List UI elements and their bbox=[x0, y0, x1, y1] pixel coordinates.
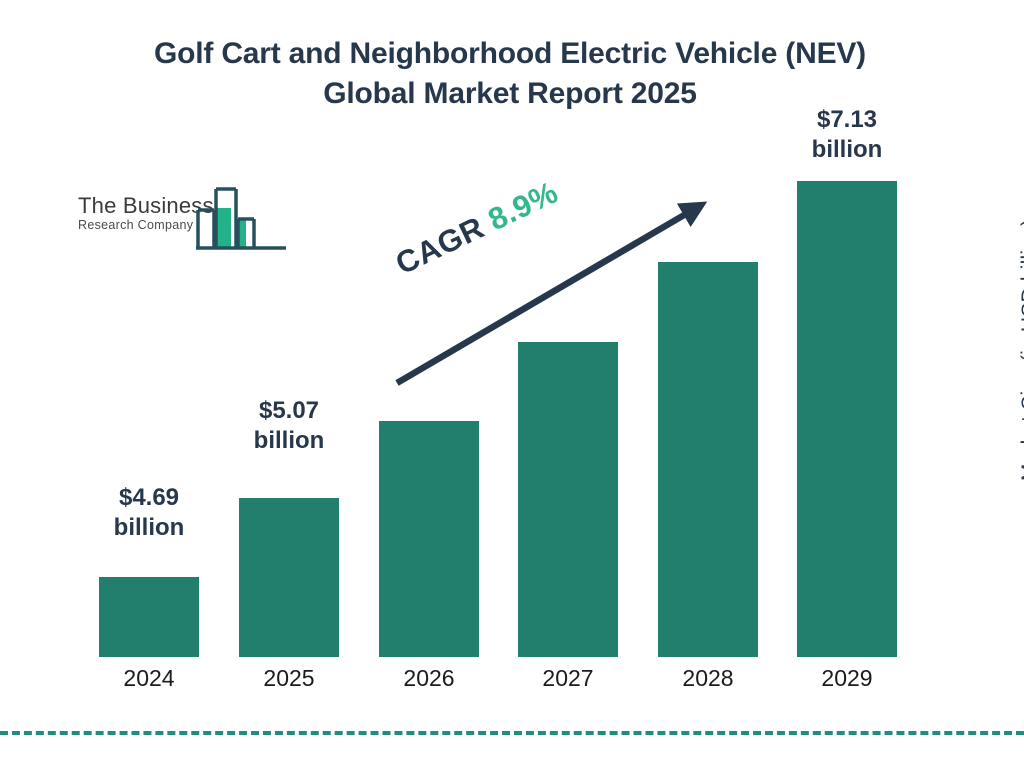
bar-value-amount-2025: $5.07 bbox=[258, 397, 320, 424]
company-logo-line-2: Research Company bbox=[78, 218, 194, 233]
x-axis-tick-2029: 2029 bbox=[821, 665, 873, 691]
bar-2026 bbox=[379, 421, 479, 657]
x-axis-tick-2025: 2025 bbox=[263, 665, 315, 691]
bar-value-label-2029: $7.13 billion bbox=[767, 105, 927, 165]
x-axis-tick-2028: 2028 bbox=[682, 665, 734, 691]
x-axis-tick-2026: 2026 bbox=[403, 665, 455, 691]
bar-value-unit-2025: billion bbox=[253, 427, 325, 454]
bar-2029 bbox=[797, 181, 897, 657]
company-logo-text: The Business Research Company bbox=[78, 194, 218, 233]
page-title-line-1: Golf Cart and Neighborhood Electric Vehi… bbox=[154, 37, 866, 70]
company-logo: The Business Research Company bbox=[78, 186, 288, 256]
page-title-line-2: Global Market Report 2025 bbox=[323, 76, 697, 110]
y-axis-title: Market Size (in USD billion) bbox=[1018, 218, 1024, 482]
logo-bar-chart-icon bbox=[196, 187, 286, 250]
bar-2024 bbox=[99, 577, 199, 657]
page-title: Golf Cart and Neighborhood Electric Vehi… bbox=[60, 34, 960, 113]
bar-value-amount-2024: $4.69 bbox=[118, 484, 180, 511]
x-axis-tick-2024: 2024 bbox=[123, 665, 175, 691]
bar-value-label-2025: $5.07 billion bbox=[209, 396, 369, 456]
bar-2027 bbox=[518, 342, 618, 657]
bar-value-amount-2029: $7.13 bbox=[816, 106, 878, 133]
bar-value-unit-2029: billion bbox=[811, 136, 883, 163]
bar-value-label-2024: $4.69 billion bbox=[69, 483, 229, 543]
bar-2025 bbox=[239, 498, 339, 657]
company-logo-line-1: The Business bbox=[78, 193, 214, 218]
bar-value-unit-2024: billion bbox=[113, 514, 185, 541]
footer-divider bbox=[0, 731, 1024, 735]
bar-2028 bbox=[658, 262, 758, 657]
x-axis-tick-2027: 2027 bbox=[542, 665, 594, 691]
